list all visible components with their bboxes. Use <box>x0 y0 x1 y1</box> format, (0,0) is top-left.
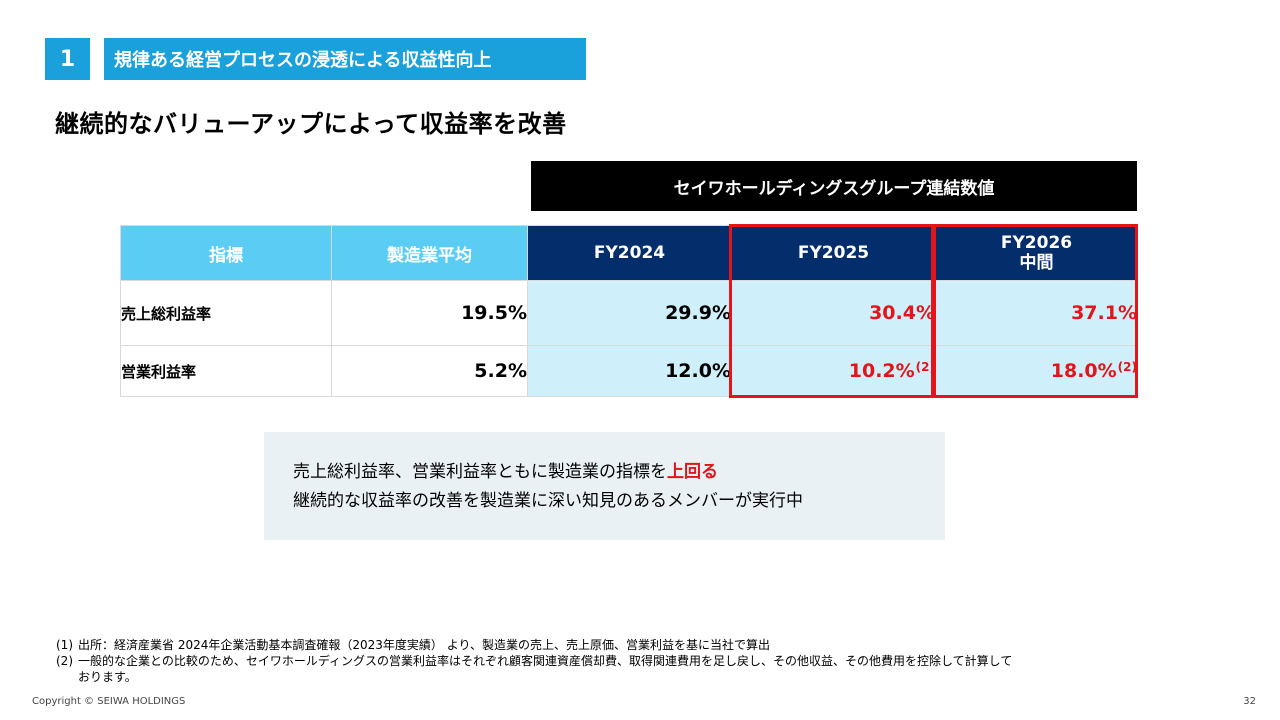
cell-fy2024: 29.9% <box>527 280 732 346</box>
header-fy2026-period: 中間 <box>1019 253 1054 273</box>
footnotes: (1) 出所：経済産業省 2024年企業活動基本調査確報（2023年度実績） よ… <box>56 637 1016 685</box>
footnote-item: (1) 出所：経済産業省 2024年企業活動基本調査確報（2023年度実績） よ… <box>56 637 1016 653</box>
summary-text: 売上総利益率、営業利益率ともに製造業の指標を <box>293 462 667 482</box>
section-number: 1 <box>45 38 90 80</box>
summary-line-2: 継続的な収益率の改善を製造業に深い知見のあるメンバーが実行中 <box>293 491 803 511</box>
header-fy2026: FY2026 中間 <box>935 225 1138 281</box>
cell-industry-avg: 19.5% <box>331 280 528 346</box>
summary-line-1: 売上総利益率、営業利益率ともに製造業の指標を上回る <box>293 458 945 487</box>
cell-fy2025: 30.4% <box>731 280 936 346</box>
footnote-mark: (2) <box>56 654 73 668</box>
row-label: 売上総利益率 <box>120 280 332 346</box>
metrics-table: 指標 製造業平均 FY2024 FY2025 FY2026 中間 売上総利益率 … <box>120 225 1138 397</box>
cell-fy2026: 37.1% <box>935 280 1138 346</box>
footnote-ref: (2) <box>915 360 935 374</box>
cell-fy2024: 12.0% <box>527 345 732 397</box>
cell-fy2025: 10.2%(2) <box>731 345 936 397</box>
copyright: Copyright © SEIWA HOLDINGS <box>32 696 186 707</box>
footnote-ref: (2) <box>1117 360 1137 374</box>
header-industry-avg: 製造業平均 <box>331 225 528 281</box>
summary-box: 売上総利益率、営業利益率ともに製造業の指標を上回る 継続的な収益率の改善を製造業… <box>264 432 945 540</box>
header-fy2025: FY2025 <box>731 225 936 281</box>
row-label: 営業利益率 <box>120 345 332 397</box>
footnote-text: 出所：経済産業省 2024年企業活動基本調査確報（2023年度実績） より、製造… <box>78 638 770 652</box>
summary-highlight: 上回る <box>667 462 718 482</box>
header-fy2024: FY2024 <box>527 225 732 281</box>
cell-value: 10.2% <box>848 360 915 382</box>
page-title: 継続的なバリューアップによって収益率を改善 <box>55 110 567 138</box>
footnote-item: (2) 一般的な企業との比較のため、セイワホールディングスの営業利益率はそれぞれ… <box>56 653 1016 685</box>
cell-value: 18.0% <box>1050 360 1117 382</box>
table-header-row: 指標 製造業平均 FY2024 FY2025 FY2026 中間 <box>120 225 1138 281</box>
group-header: セイワホールディングスグループ連結数値 <box>531 161 1137 211</box>
cell-fy2026: 18.0%(2) <box>935 345 1138 397</box>
header-fy2026-year: FY2026 <box>1000 232 1073 253</box>
page-number: 32 <box>1243 696 1256 707</box>
footnote-mark: (1) <box>56 638 73 652</box>
section-title: 規律ある経営プロセスの浸透による収益性向上 <box>104 38 586 80</box>
header-metric: 指標 <box>120 225 332 281</box>
cell-industry-avg: 5.2% <box>331 345 528 397</box>
table-row: 売上総利益率 19.5% 29.9% 30.4% 37.1% <box>120 280 1138 346</box>
table-row: 営業利益率 5.2% 12.0% 10.2%(2) 18.0%(2) <box>120 345 1138 397</box>
footnote-text: 一般的な企業との比較のため、セイワホールディングスの営業利益率はそれぞれ顧客関連… <box>78 654 1013 684</box>
